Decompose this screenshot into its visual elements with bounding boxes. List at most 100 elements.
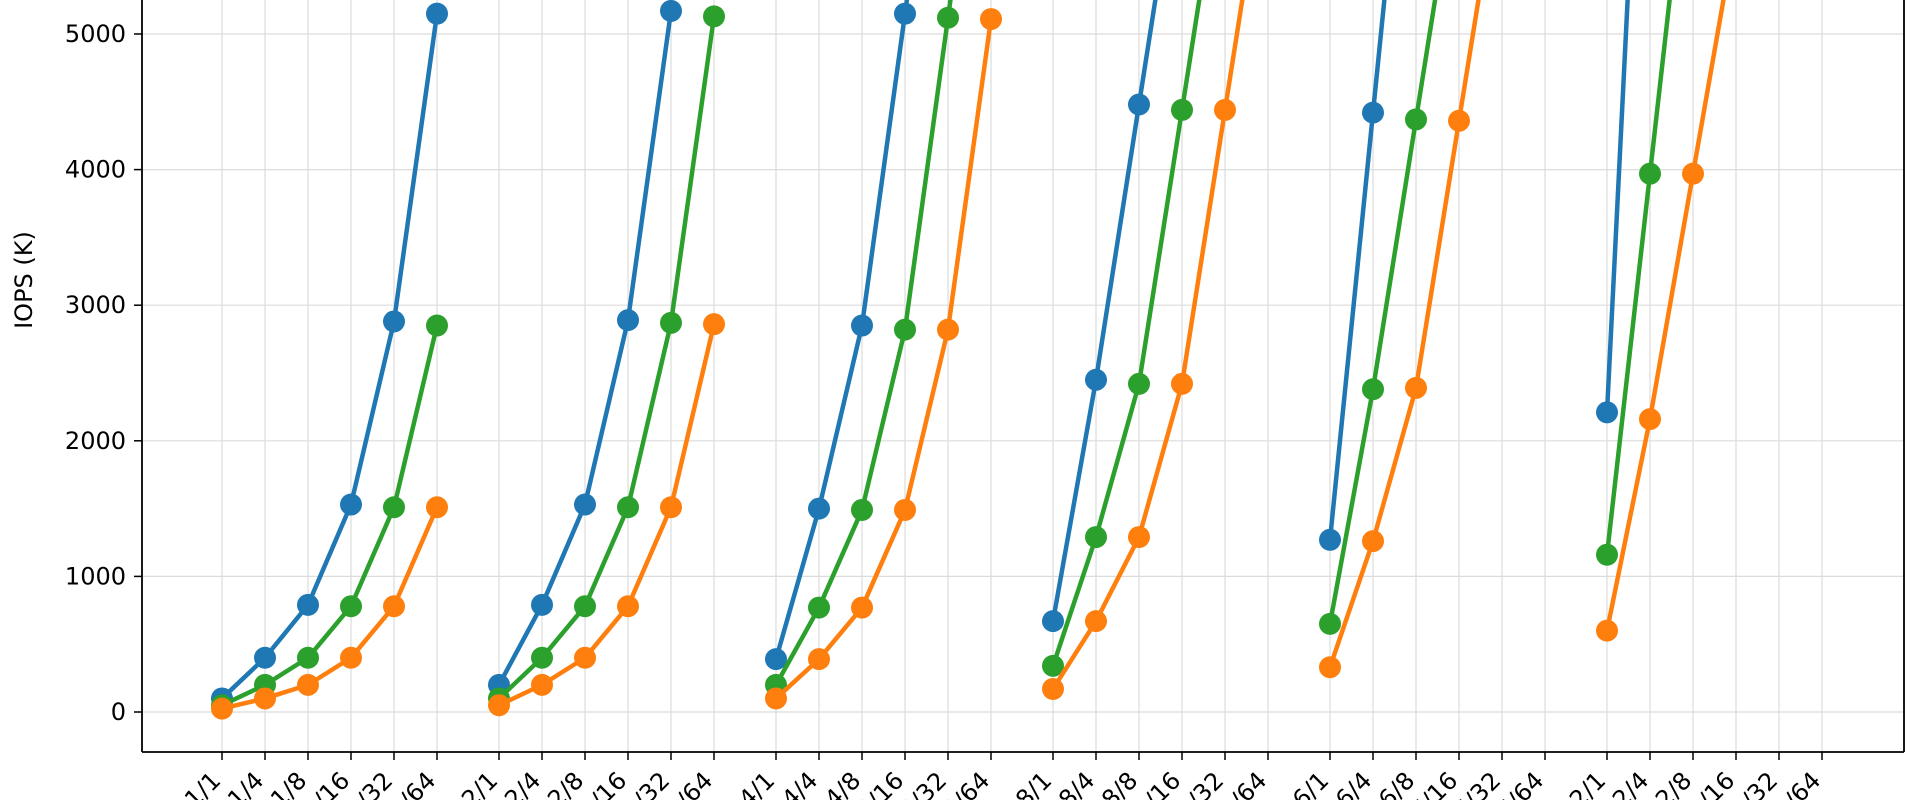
data-point [617,496,639,519]
data-point [703,5,725,28]
data-point [340,595,362,618]
data-point [383,496,405,519]
data-point [1362,101,1384,124]
data-point [1405,376,1427,399]
data-point [531,673,553,696]
data-point [1085,610,1107,633]
data-point [340,646,362,669]
data-point [937,6,959,29]
data-point [1682,162,1704,185]
series-line [498,323,717,708]
data-point [531,593,553,616]
data-point [211,697,233,720]
data-point [1319,612,1341,635]
x-tick-label: 1/4 [222,766,269,800]
data-point [808,596,830,619]
data-point [1639,408,1661,431]
data-point [1085,526,1107,549]
data-point [297,646,319,669]
x-tick-label: 2/4 [499,766,546,800]
series-line [221,325,440,708]
data-point [426,314,448,337]
series-line [1050,0,1158,622]
data-point [1042,610,1064,633]
series-line [1327,0,1481,668]
data-point [1085,368,1107,391]
series-line [1604,0,1726,632]
data-point [1214,98,1236,121]
x-tick-label: 2/8 [542,766,589,800]
data-point [1596,543,1618,566]
data-point [1042,677,1064,700]
x-tick-label: 4/8 [819,766,866,800]
data-point [1319,528,1341,551]
data-point [894,2,916,25]
data-point [980,8,1002,31]
axes: 1/11/41/81/161/321/64 2/12/42/82/162/322/… [65,0,1905,800]
data-point [808,648,830,671]
data-point [1128,372,1150,395]
data-point [851,596,873,619]
series-line [774,18,994,701]
data-point [574,595,596,618]
data-point [426,2,448,25]
data-point [1042,654,1064,677]
data-point [1362,530,1384,553]
y-tick-label: 4000 [65,156,126,184]
data-point [297,673,319,696]
x-tick-label: 16/1 [1276,766,1334,800]
data-point [894,498,916,521]
series-line [1051,0,1245,691]
x-tick-label: 1/1 [179,766,226,800]
y-axis-label: IOPS (K) [10,231,38,329]
data-point [765,648,787,671]
data-point [1362,378,1384,401]
series-line [774,0,953,686]
data-point [1596,619,1618,642]
x-tick-label: 8/1 [1010,766,1057,800]
x-tick-label: 8/4 [1053,766,1100,800]
data-point [617,595,639,618]
grid [142,0,1904,752]
data-point [1448,109,1470,132]
x-tick-label: 4/4 [776,766,823,800]
data-point [383,595,405,618]
data-point [808,497,830,520]
data-point [254,646,276,669]
data-point [617,309,639,332]
data-point [1128,93,1150,116]
y-tick-label: 0 [111,698,126,726]
data-point [531,646,553,669]
series-layer [211,0,1726,720]
series-line [1327,0,1438,625]
data-point [851,314,873,337]
data-point [488,694,510,717]
y-tick-label: 1000 [65,562,126,590]
data-point [765,687,787,710]
data-point [1171,98,1193,121]
data-point [297,593,319,616]
data-point [340,493,362,516]
x-tick-label: 32/1 [1553,766,1611,800]
data-point [1171,372,1193,395]
data-point [1596,401,1618,424]
x-tick-label: 1/8 [265,766,312,800]
series-line [497,16,717,701]
data-point [1405,108,1427,131]
data-point [851,498,873,521]
y-tick-label: 3000 [65,291,126,319]
x-tick-label: 8/8 [1096,766,1143,800]
data-point [1319,656,1341,679]
data-point [937,318,959,341]
y-tick-label: 5000 [65,20,126,48]
data-point [703,313,725,336]
data-point [1639,162,1661,185]
data-point [383,310,405,333]
data-point [426,496,448,519]
y-tick-label: 2000 [65,427,126,455]
data-point [660,0,682,22]
data-point [660,311,682,334]
series-line [220,13,440,701]
data-point [894,318,916,341]
